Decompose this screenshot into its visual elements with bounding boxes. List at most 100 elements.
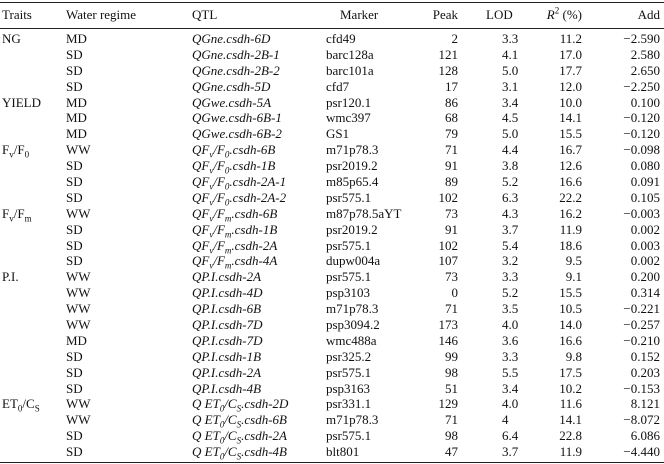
- table-cell: 71: [445, 301, 458, 317]
- table-cell: wmc397: [326, 110, 371, 126]
- table-cell: dupw004a: [326, 253, 381, 269]
- text-part: /C: [224, 444, 237, 460]
- table-cell: 4.4: [502, 142, 519, 158]
- text-part: F: [2, 205, 10, 221]
- table-cell: 4.0: [502, 396, 519, 412]
- table-cell: Fv/F0: [2, 142, 62, 160]
- table-cell: QP.I.csdh-2A: [192, 269, 262, 285]
- table-cell: ET0/CS: [2, 396, 62, 413]
- table-cell: WW: [66, 317, 91, 332]
- subscript: 0: [219, 419, 225, 430]
- table-cell: 47: [445, 444, 458, 460]
- table-cell: 8.121: [630, 396, 660, 412]
- subscript: v: [9, 149, 14, 160]
- table-cell: −0.153: [623, 380, 660, 396]
- table-cell: 107: [438, 253, 459, 269]
- table-cell: 91: [445, 221, 458, 237]
- table-cell: QFv/Fm.csdh-1B: [192, 222, 322, 240]
- text-part: QF: [192, 174, 210, 189]
- table-cell: barc101a: [326, 62, 374, 78]
- text-part: /F: [213, 158, 225, 174]
- text-part: Q ET: [192, 412, 220, 428]
- table-row: SD QP.I.csdh-4B psp3163 51 3.4 10.2 −0.153: [0, 381, 664, 397]
- subscript: m: [224, 229, 232, 240]
- text-part: /C: [224, 412, 237, 428]
- table-cell: 0.105: [630, 189, 660, 205]
- table-cell: QFv/F0.csdh-2A-2: [192, 189, 322, 207]
- subscript: m: [24, 213, 32, 224]
- header-cell: Marker: [340, 7, 379, 22]
- table-cell: 17: [445, 78, 458, 94]
- table-cell: 11.6: [559, 396, 582, 412]
- text-part: /C: [224, 396, 237, 412]
- text-part: /F: [213, 205, 225, 221]
- table-cell: psr331.1: [326, 396, 372, 412]
- table-row: WW QP.I.csdh-4D psp3103 0 5.2 15.5 0.314: [0, 285, 664, 301]
- table-cell: 0.314: [630, 285, 660, 301]
- header-row: Traits Water regime QTL Marker Peak LOD R2 (%)…: [0, 6, 664, 23]
- table-cell: Q ET0/CS.csdh-2A: [192, 428, 322, 445]
- table-cell: 10.5: [559, 301, 582, 317]
- table-row: SD QP.I.csdh-2A psr575.1 98 5.5 17.5 0.203: [0, 365, 664, 381]
- table-cell: WW: [66, 412, 91, 428]
- table-cell: WW: [66, 396, 91, 412]
- table-cell: 0.091: [630, 174, 660, 189]
- table-cell: MD: [66, 126, 87, 142]
- table-row: SD QGne.csdh-5D cfd7 17 3.1 12.0 −2.250: [0, 79, 664, 95]
- table-cell: 3.8: [502, 158, 519, 174]
- text-part: .csdh-2A: [241, 428, 287, 444]
- table-cell: psp3163: [326, 380, 371, 396]
- table-cell: 79: [445, 126, 458, 142]
- table-cell: psr575.1: [326, 189, 372, 205]
- table-cell: QGne.csdh-2B-2: [192, 62, 280, 78]
- table-cell: psr2019.2: [326, 158, 378, 174]
- table-row: WW QP.I.csdh-6B m71p78.3 71 3.5 10.5 −0.221: [0, 301, 664, 317]
- text-part: QF: [192, 189, 210, 205]
- text-part: .csdh-6B: [229, 142, 276, 158]
- text-part: QF: [192, 253, 210, 269]
- table-cell: 2.650: [630, 62, 660, 78]
- subscript: m: [224, 245, 232, 256]
- table-row: SD QGne.csdh-2B-1 barc128a 121 4.1 17.0 2.580: [0, 47, 664, 63]
- table-cell: 2: [451, 31, 459, 46]
- table-cell: −8.072: [623, 412, 660, 428]
- text-part: QF: [192, 237, 210, 253]
- table-cell: 3.2: [502, 253, 519, 269]
- top-rule: [0, 2, 664, 3]
- text-part: .csdh-2D: [241, 396, 289, 412]
- table-cell: 5.4: [502, 237, 519, 253]
- subscript: 0: [24, 149, 30, 160]
- table-cell: QGwe.csdh-5A: [192, 94, 272, 110]
- table-cell: QP.I.csdh-7D: [192, 317, 263, 332]
- table-cell: QGne.csdh-5D: [192, 78, 271, 94]
- table-cell: QGne.csdh-6D: [192, 31, 271, 46]
- table-cell: 6.4: [502, 428, 519, 444]
- table-cell: 0.152: [630, 348, 660, 364]
- table-row: SD Q ET0/CS.csdh-2A psr575.1 98 6.4 22.8 6.086: [0, 428, 664, 445]
- table-row: Fv/Fm WW QFv/Fm.csdh-6B m87p78.5aYT 73 4.3 16.…: [0, 205, 664, 224]
- table-cell: SD: [66, 253, 83, 269]
- table-cell: SD: [66, 348, 83, 364]
- table-cell: SD: [66, 221, 83, 237]
- text-part: Q ET: [192, 444, 220, 460]
- italic-part: R: [546, 7, 555, 22]
- table-row: SD QFv/F0.csdh-2A-2 psr575.1 102 6.3 22.2 0.10…: [0, 189, 664, 207]
- text-part: .csdh-2A-1: [229, 174, 287, 189]
- table-cell: 18.6: [559, 237, 582, 253]
- table-cell: 3.5: [502, 301, 519, 317]
- table-cell: −2.250: [623, 78, 660, 94]
- table-cell: 3.7: [502, 221, 519, 237]
- text-part: /F: [13, 205, 25, 221]
- header-cell: Water regime: [66, 7, 137, 22]
- subscript: S: [236, 419, 242, 430]
- table-cell: 89: [445, 174, 458, 189]
- table-cell: 11.2: [559, 31, 582, 46]
- subscript: v: [209, 261, 214, 272]
- table-cell: −0.221: [623, 301, 660, 317]
- table-cell: P.I.: [2, 269, 19, 285]
- table-row: P.I. WW QP.I.csdh-2A psr575.1 73 3.3 9.1 0.200: [0, 269, 664, 285]
- table-cell: 71: [445, 412, 458, 428]
- table-cell: 0.002: [630, 253, 660, 269]
- table-row: MD QP.I.csdh-7D wmc488a 146 3.6 16.6 −0.210: [0, 333, 664, 349]
